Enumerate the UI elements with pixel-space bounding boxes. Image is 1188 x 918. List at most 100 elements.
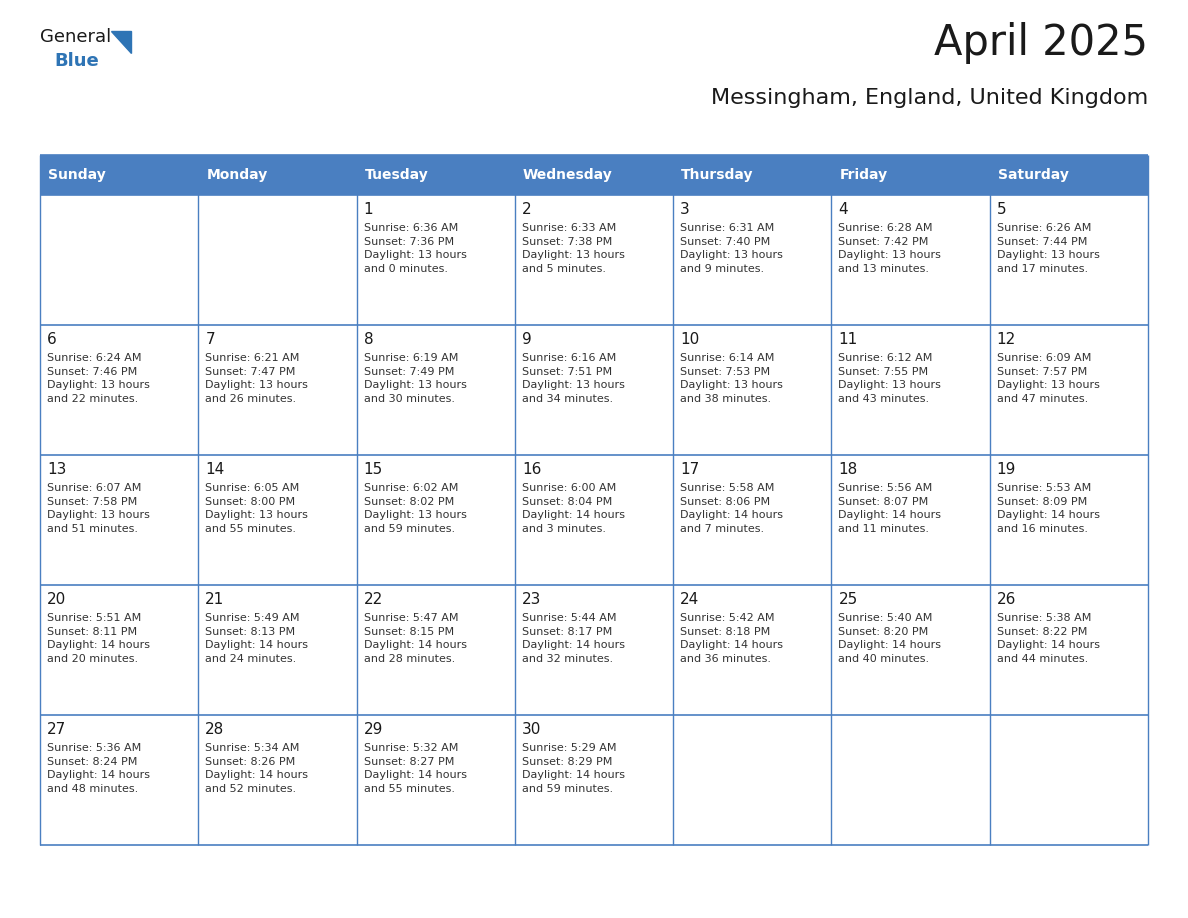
Bar — [198, 325, 356, 455]
Text: 10: 10 — [681, 332, 700, 347]
Bar — [674, 455, 832, 585]
Bar — [514, 195, 674, 325]
Text: Sunrise: 6:16 AM
Sunset: 7:51 PM
Daylight: 13 hours
and 34 minutes.: Sunrise: 6:16 AM Sunset: 7:51 PM Dayligh… — [522, 353, 625, 404]
Text: Sunrise: 5:36 AM
Sunset: 8:24 PM
Daylight: 14 hours
and 48 minutes.: Sunrise: 5:36 AM Sunset: 8:24 PM Dayligh… — [48, 743, 150, 794]
Text: Sunrise: 6:12 AM
Sunset: 7:55 PM
Daylight: 13 hours
and 43 minutes.: Sunrise: 6:12 AM Sunset: 7:55 PM Dayligh… — [839, 353, 941, 404]
Bar — [40, 155, 198, 195]
Text: 1: 1 — [364, 202, 373, 217]
Bar — [40, 325, 198, 455]
Text: Sunrise: 6:36 AM
Sunset: 7:36 PM
Daylight: 13 hours
and 0 minutes.: Sunrise: 6:36 AM Sunset: 7:36 PM Dayligh… — [364, 223, 467, 274]
Text: 6: 6 — [48, 332, 57, 347]
Text: Sunrise: 5:53 AM
Sunset: 8:09 PM
Daylight: 14 hours
and 16 minutes.: Sunrise: 5:53 AM Sunset: 8:09 PM Dayligh… — [997, 483, 1100, 533]
Text: 2: 2 — [522, 202, 531, 217]
Bar — [514, 325, 674, 455]
Bar — [40, 455, 198, 585]
Bar — [198, 455, 356, 585]
Text: Thursday: Thursday — [681, 168, 753, 182]
Bar — [198, 155, 356, 195]
Text: Sunrise: 6:19 AM
Sunset: 7:49 PM
Daylight: 13 hours
and 30 minutes.: Sunrise: 6:19 AM Sunset: 7:49 PM Dayligh… — [364, 353, 467, 404]
Text: 28: 28 — [206, 722, 225, 737]
Text: Sunrise: 6:07 AM
Sunset: 7:58 PM
Daylight: 13 hours
and 51 minutes.: Sunrise: 6:07 AM Sunset: 7:58 PM Dayligh… — [48, 483, 150, 533]
Bar — [832, 325, 990, 455]
Text: Sunrise: 5:40 AM
Sunset: 8:20 PM
Daylight: 14 hours
and 40 minutes.: Sunrise: 5:40 AM Sunset: 8:20 PM Dayligh… — [839, 613, 941, 664]
Bar — [990, 585, 1148, 715]
Text: Sunrise: 6:24 AM
Sunset: 7:46 PM
Daylight: 13 hours
and 22 minutes.: Sunrise: 6:24 AM Sunset: 7:46 PM Dayligh… — [48, 353, 150, 404]
Bar — [356, 325, 514, 455]
Bar — [198, 585, 356, 715]
Bar — [198, 715, 356, 845]
Text: 7: 7 — [206, 332, 215, 347]
Text: Sunrise: 5:49 AM
Sunset: 8:13 PM
Daylight: 14 hours
and 24 minutes.: Sunrise: 5:49 AM Sunset: 8:13 PM Dayligh… — [206, 613, 308, 664]
Bar — [832, 155, 990, 195]
Text: Tuesday: Tuesday — [365, 168, 429, 182]
Text: Sunrise: 5:51 AM
Sunset: 8:11 PM
Daylight: 14 hours
and 20 minutes.: Sunrise: 5:51 AM Sunset: 8:11 PM Dayligh… — [48, 613, 150, 664]
Bar — [356, 455, 514, 585]
Bar — [674, 195, 832, 325]
Text: 21: 21 — [206, 592, 225, 607]
Text: Sunrise: 6:02 AM
Sunset: 8:02 PM
Daylight: 13 hours
and 59 minutes.: Sunrise: 6:02 AM Sunset: 8:02 PM Dayligh… — [364, 483, 467, 533]
Text: 13: 13 — [48, 462, 67, 477]
Text: 4: 4 — [839, 202, 848, 217]
Bar — [990, 195, 1148, 325]
Text: Sunrise: 5:56 AM
Sunset: 8:07 PM
Daylight: 14 hours
and 11 minutes.: Sunrise: 5:56 AM Sunset: 8:07 PM Dayligh… — [839, 483, 941, 533]
Text: Sunrise: 5:47 AM
Sunset: 8:15 PM
Daylight: 14 hours
and 28 minutes.: Sunrise: 5:47 AM Sunset: 8:15 PM Dayligh… — [364, 613, 467, 664]
Text: 24: 24 — [681, 592, 700, 607]
Bar — [990, 155, 1148, 195]
Text: April 2025: April 2025 — [934, 22, 1148, 64]
Text: Messingham, England, United Kingdom: Messingham, England, United Kingdom — [710, 88, 1148, 108]
Bar — [832, 715, 990, 845]
Bar — [514, 155, 674, 195]
Bar — [514, 585, 674, 715]
Text: 27: 27 — [48, 722, 67, 737]
Text: Sunrise: 6:00 AM
Sunset: 8:04 PM
Daylight: 14 hours
and 3 minutes.: Sunrise: 6:00 AM Sunset: 8:04 PM Dayligh… — [522, 483, 625, 533]
Text: Sunrise: 6:05 AM
Sunset: 8:00 PM
Daylight: 13 hours
and 55 minutes.: Sunrise: 6:05 AM Sunset: 8:00 PM Dayligh… — [206, 483, 308, 533]
Text: 23: 23 — [522, 592, 542, 607]
Bar — [674, 325, 832, 455]
Text: Monday: Monday — [207, 168, 267, 182]
Text: Sunrise: 6:31 AM
Sunset: 7:40 PM
Daylight: 13 hours
and 9 minutes.: Sunrise: 6:31 AM Sunset: 7:40 PM Dayligh… — [681, 223, 783, 274]
Bar — [832, 455, 990, 585]
Text: 20: 20 — [48, 592, 67, 607]
Bar — [674, 155, 832, 195]
Text: Sunrise: 6:14 AM
Sunset: 7:53 PM
Daylight: 13 hours
and 38 minutes.: Sunrise: 6:14 AM Sunset: 7:53 PM Dayligh… — [681, 353, 783, 404]
Text: Friday: Friday — [840, 168, 887, 182]
Bar — [356, 585, 514, 715]
Bar — [990, 715, 1148, 845]
Text: 12: 12 — [997, 332, 1016, 347]
Text: 11: 11 — [839, 332, 858, 347]
Text: 22: 22 — [364, 592, 383, 607]
Text: General: General — [40, 28, 112, 46]
Bar — [674, 715, 832, 845]
Text: 8: 8 — [364, 332, 373, 347]
Text: 9: 9 — [522, 332, 531, 347]
Text: Sunday: Sunday — [48, 168, 106, 182]
Text: Sunrise: 5:32 AM
Sunset: 8:27 PM
Daylight: 14 hours
and 55 minutes.: Sunrise: 5:32 AM Sunset: 8:27 PM Dayligh… — [364, 743, 467, 794]
Bar — [832, 195, 990, 325]
Text: 18: 18 — [839, 462, 858, 477]
Polygon shape — [110, 31, 131, 53]
Bar — [356, 715, 514, 845]
Text: 25: 25 — [839, 592, 858, 607]
Bar — [40, 715, 198, 845]
Text: Sunrise: 5:38 AM
Sunset: 8:22 PM
Daylight: 14 hours
and 44 minutes.: Sunrise: 5:38 AM Sunset: 8:22 PM Dayligh… — [997, 613, 1100, 664]
Text: Sunrise: 6:26 AM
Sunset: 7:44 PM
Daylight: 13 hours
and 17 minutes.: Sunrise: 6:26 AM Sunset: 7:44 PM Dayligh… — [997, 223, 1100, 274]
Bar — [40, 195, 198, 325]
Text: Sunrise: 5:44 AM
Sunset: 8:17 PM
Daylight: 14 hours
and 32 minutes.: Sunrise: 5:44 AM Sunset: 8:17 PM Dayligh… — [522, 613, 625, 664]
Text: Sunrise: 5:58 AM
Sunset: 8:06 PM
Daylight: 14 hours
and 7 minutes.: Sunrise: 5:58 AM Sunset: 8:06 PM Dayligh… — [681, 483, 783, 533]
Text: Sunrise: 6:21 AM
Sunset: 7:47 PM
Daylight: 13 hours
and 26 minutes.: Sunrise: 6:21 AM Sunset: 7:47 PM Dayligh… — [206, 353, 308, 404]
Text: Saturday: Saturday — [998, 168, 1068, 182]
Text: Sunrise: 5:34 AM
Sunset: 8:26 PM
Daylight: 14 hours
and 52 minutes.: Sunrise: 5:34 AM Sunset: 8:26 PM Dayligh… — [206, 743, 308, 794]
Text: 30: 30 — [522, 722, 542, 737]
Text: Blue: Blue — [53, 52, 99, 70]
Text: Sunrise: 6:09 AM
Sunset: 7:57 PM
Daylight: 13 hours
and 47 minutes.: Sunrise: 6:09 AM Sunset: 7:57 PM Dayligh… — [997, 353, 1100, 404]
Text: 29: 29 — [364, 722, 383, 737]
Text: 26: 26 — [997, 592, 1016, 607]
Bar — [40, 585, 198, 715]
Text: 17: 17 — [681, 462, 700, 477]
Text: Sunrise: 6:33 AM
Sunset: 7:38 PM
Daylight: 13 hours
and 5 minutes.: Sunrise: 6:33 AM Sunset: 7:38 PM Dayligh… — [522, 223, 625, 274]
Text: Sunrise: 5:29 AM
Sunset: 8:29 PM
Daylight: 14 hours
and 59 minutes.: Sunrise: 5:29 AM Sunset: 8:29 PM Dayligh… — [522, 743, 625, 794]
Bar — [674, 585, 832, 715]
Bar — [356, 195, 514, 325]
Bar — [832, 585, 990, 715]
Text: 5: 5 — [997, 202, 1006, 217]
